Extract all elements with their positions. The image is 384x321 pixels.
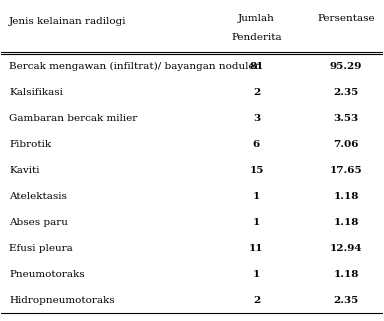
Text: Fibrotik: Fibrotik <box>9 140 51 149</box>
Text: Penderita: Penderita <box>231 33 282 42</box>
Text: Kalsifikasi: Kalsifikasi <box>9 88 63 97</box>
Text: Abses paru: Abses paru <box>9 218 68 227</box>
Text: 3: 3 <box>253 114 260 123</box>
Text: Jenis kelainan radilogi: Jenis kelainan radilogi <box>9 17 126 26</box>
Text: 7.06: 7.06 <box>333 140 359 149</box>
Text: 6: 6 <box>253 140 260 149</box>
Text: Kaviti: Kaviti <box>9 166 40 175</box>
Text: Pneumotoraks: Pneumotoraks <box>9 270 84 279</box>
Text: 12.94: 12.94 <box>329 244 362 253</box>
Text: Gambaran bercak milier: Gambaran bercak milier <box>9 114 137 123</box>
Text: 15: 15 <box>249 166 264 175</box>
Text: Persentase: Persentase <box>317 14 375 23</box>
Text: Jumlah: Jumlah <box>238 14 275 23</box>
Text: 2.35: 2.35 <box>333 88 359 97</box>
Text: Atelektasis: Atelektasis <box>9 192 67 201</box>
Text: 11: 11 <box>249 244 264 253</box>
Text: 3.53: 3.53 <box>333 114 359 123</box>
Text: 81: 81 <box>249 62 264 71</box>
Text: 1: 1 <box>253 270 260 279</box>
Text: 95.29: 95.29 <box>330 62 362 71</box>
Text: 1: 1 <box>253 218 260 227</box>
Text: 1.18: 1.18 <box>333 192 359 201</box>
Text: 1.18: 1.18 <box>333 270 359 279</box>
Text: Efusi pleura: Efusi pleura <box>9 244 73 253</box>
Text: 1: 1 <box>253 192 260 201</box>
Text: 2.35: 2.35 <box>333 296 359 305</box>
Text: Hidropneumotoraks: Hidropneumotoraks <box>9 296 115 305</box>
Text: 1.18: 1.18 <box>333 218 359 227</box>
Text: 2: 2 <box>253 296 260 305</box>
Text: 17.65: 17.65 <box>329 166 362 175</box>
Text: 2: 2 <box>253 88 260 97</box>
Text: Bercak mengawan (infiltrat)/ bayangan noduler: Bercak mengawan (infiltrat)/ bayangan no… <box>9 62 260 72</box>
